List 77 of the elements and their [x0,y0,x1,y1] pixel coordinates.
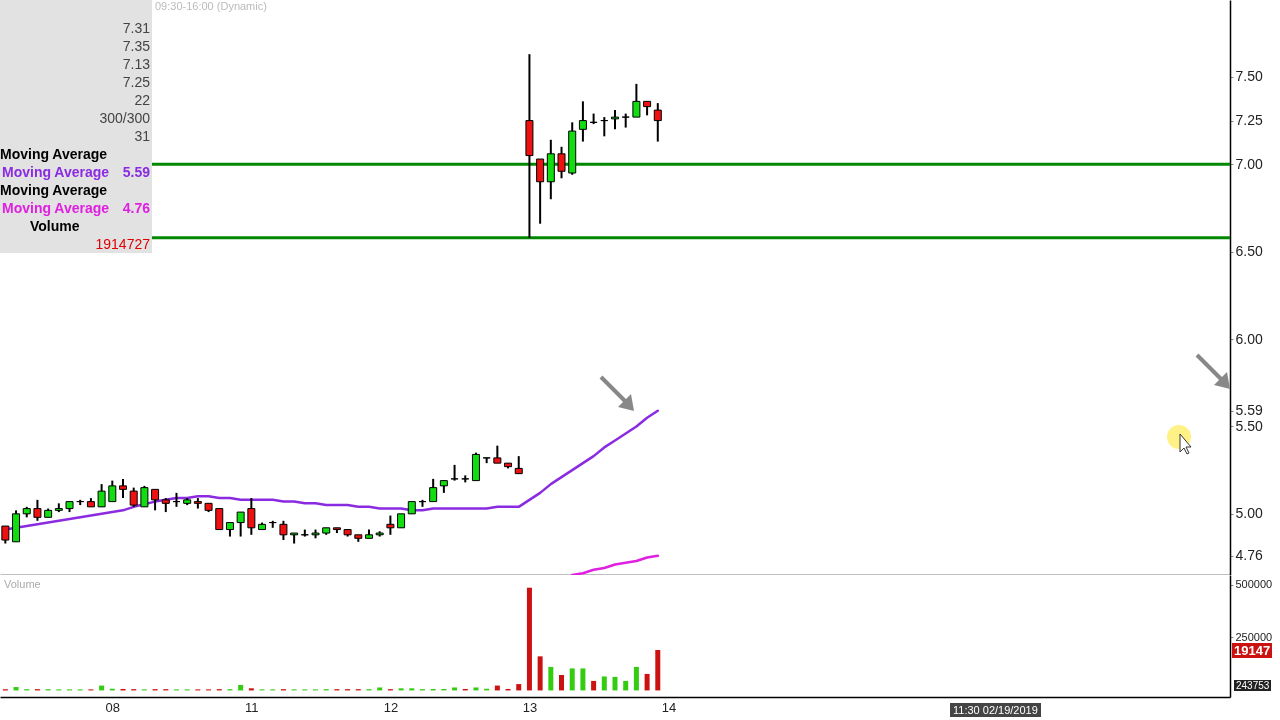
y-tick-label: 6.50 [1235,243,1263,260]
chart-title: Volume [4,578,41,590]
x-tick-label: 14 [661,699,677,715]
text: 5.59 [122,164,150,180]
candlestick [632,82,641,119]
text: Moving Average [0,146,108,162]
candlestick [578,100,587,143]
text: 7.31 [122,20,150,36]
bar [248,688,254,691]
y-tick-label: 4.76 [1235,547,1263,564]
bar [644,673,650,691]
bar [377,687,383,691]
bar [633,666,639,691]
bar [409,688,415,691]
bar [473,687,479,691]
text: 19147 [1232,643,1273,658]
text: 243753 [1234,680,1272,691]
x-tick-label: 12 [383,699,399,715]
bar [580,668,586,691]
y-tick-label: 7.00 [1235,155,1263,172]
text: Moving Average [0,182,108,198]
text: 300/300 [99,110,150,126]
line-series [570,554,660,575]
text: 7.35 [122,38,150,54]
bar [623,680,629,691]
candlestick [429,477,438,503]
y-tick-label: 5.00 [1235,505,1263,522]
candlestick [450,463,459,482]
text: 22 [134,92,150,108]
candlestick [119,477,127,500]
y-tick-label: 6.00 [1235,330,1263,347]
candlestick [247,497,256,536]
x-tick-label: 11 [245,699,259,715]
candlestick [33,498,42,522]
text: Volume [30,218,80,234]
candlestick [386,514,395,536]
bar [591,680,597,691]
bar [559,674,565,691]
candlestick [140,484,149,508]
y-tick-label: 5.59 [1235,402,1263,419]
bar [601,676,607,691]
candlestick [557,145,566,180]
candlestick [536,158,545,225]
bar [526,587,532,691]
bar [537,656,543,691]
bar [452,687,458,691]
candlestick [653,102,662,143]
text: 4.76 [122,200,150,216]
candlestick [151,488,160,512]
text: Moving Average [2,200,110,216]
y-tick-label: 7.25 [1235,112,1263,129]
bar [398,688,404,691]
bar [516,684,522,691]
annotation: 09:30-16:00 (Dynamic) [155,0,267,12]
bar [655,649,661,691]
y-tick-label: 250000 [1235,630,1273,643]
x-tick-label: 13 [522,699,538,715]
bar [548,666,554,691]
candlestick [215,508,224,531]
bar [612,676,618,691]
text: 1914727 [95,236,150,252]
text: 7.25 [122,74,150,90]
candlestick [97,483,106,508]
candlestick [279,519,288,542]
y-tick-label: 500000 [1235,578,1273,591]
text: 11:30 02/19/2019 [950,703,1041,717]
text: 7.13 [122,56,150,72]
bar [569,668,575,691]
candlestick [236,511,245,538]
candlestick [611,109,619,131]
text: 31 [134,128,150,144]
candlestick [129,486,138,508]
y-tick-label: 7.50 [1235,68,1263,85]
x-tick-label: 08 [105,699,121,715]
candlestick [108,479,117,503]
y-tick-label: 5.50 [1235,417,1263,434]
text: Moving Average [2,164,110,180]
